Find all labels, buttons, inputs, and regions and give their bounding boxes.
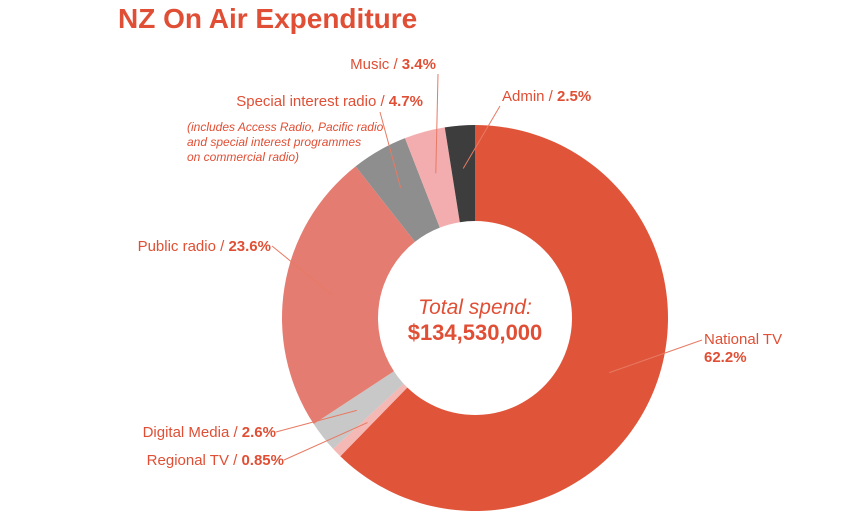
leader-line-regional-tv — [283, 422, 368, 461]
slice-regional-tv — [333, 383, 408, 457]
center-label: Total spend: — [418, 296, 532, 319]
label-admin: Admin / 2.5% — [502, 88, 591, 105]
leader-line-music — [435, 73, 439, 174]
leader-line-special-interest-radio — [379, 111, 402, 188]
label-national-tv: National TV 62.2% — [704, 331, 782, 366]
chart-title: NZ On Air Expenditure — [118, 3, 417, 34]
slices-group — [281, 125, 668, 511]
label-regional-tv: Regional TV / 0.85% — [147, 452, 284, 469]
labels-group: National TV 62.2% Regional TV / 0.85% Digit… — [138, 56, 783, 469]
leader-line-national-tv — [609, 339, 703, 374]
center-value: $134,530,000 — [408, 320, 543, 345]
slice-national-tv — [340, 125, 668, 511]
slice-admin — [444, 125, 475, 223]
leader-line-public-radio — [271, 245, 333, 296]
slice-special-interest-radio — [355, 138, 440, 242]
label-note-line: (includes Access Radio, Pacific radio — [187, 120, 384, 134]
leader-line-admin — [462, 105, 501, 169]
slice-public-radio — [281, 166, 415, 424]
slice-digital-media — [313, 371, 404, 449]
label-note-line: and special interest programmes — [187, 135, 361, 149]
label-digital-media: Digital Media / 2.6% — [143, 424, 276, 441]
leader-lines-group — [271, 73, 703, 461]
leader-line-digital-media — [275, 409, 357, 433]
label-music: Music / 3.4% — [350, 56, 436, 73]
label-note-line: on commercial radio) — [187, 150, 299, 164]
slice-music — [404, 127, 460, 228]
label-public-radio: Public radio / 23.6% — [138, 238, 271, 255]
label-special-interest-radio: Special interest radio / 4.7% — [236, 93, 423, 110]
